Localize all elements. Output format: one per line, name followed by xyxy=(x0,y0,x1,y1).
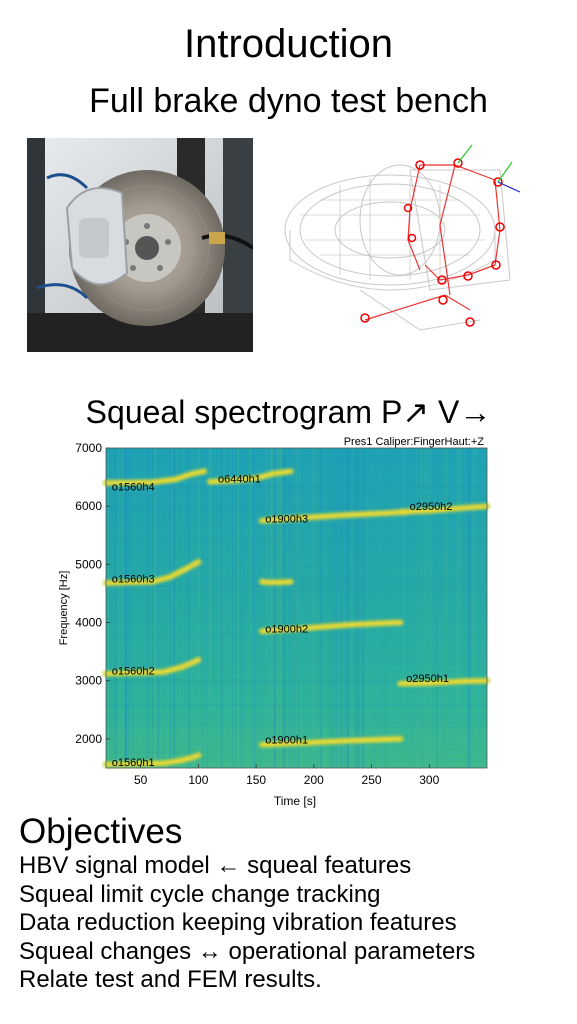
x-tick-label: 250 xyxy=(362,773,382,787)
harmonic-label: o1560h1 xyxy=(112,757,155,769)
spectrogram-track xyxy=(104,469,206,485)
y-tick-label: 2000 xyxy=(75,732,102,746)
spectrogram-track xyxy=(260,621,402,633)
objectives-heading: Objectives xyxy=(19,812,183,851)
harmonic-label: o1900h2 xyxy=(265,623,308,635)
spectrogram-track xyxy=(260,510,408,523)
spectrogram-track xyxy=(104,753,200,766)
objective-item: Squeal changes ↔ operational parameters xyxy=(19,937,476,965)
harmonic-label: o1560h4 xyxy=(112,481,155,493)
x-tick-label: 300 xyxy=(419,773,439,787)
brake-disc-photo-icon xyxy=(27,138,253,352)
harmonic-label: o1900h3 xyxy=(265,513,308,525)
y-axis-label: Frequency [Hz] xyxy=(58,571,70,646)
harmonic-label: o1900h1 xyxy=(265,735,308,747)
slide-title: Introduction xyxy=(183,22,394,66)
y-tick-label: 6000 xyxy=(75,499,102,513)
brake-disc-photo xyxy=(27,138,253,352)
x-tick-label: 200 xyxy=(304,773,324,787)
harmonic-label: o2950h2 xyxy=(410,501,453,513)
harmonic-label: o1560h2 xyxy=(112,665,155,677)
objective-item: Relate test and FEM results. xyxy=(19,966,322,993)
spectrogram-track xyxy=(208,469,293,484)
y-tick-label: 3000 xyxy=(75,674,102,688)
objectives-list: HBV signal model ← squeal features Squea… xyxy=(19,852,475,995)
slide-subtitle: Full brake dyno test bench xyxy=(89,82,488,120)
spectrogram-track xyxy=(260,580,293,584)
x-axis-label: Time [s] xyxy=(274,794,316,808)
objective-item: Squeal limit cycle change tracking xyxy=(19,880,381,908)
spectrogram-chart: 50 100 150 200 250 300 2000 3000 4000 5000 6000 700… xyxy=(45,435,545,810)
spectrogram-heading: Squeal spectrogram P↗ V→ xyxy=(85,394,492,430)
harmonic-label: o1560h3 xyxy=(112,573,155,585)
x-tick-label: 50 xyxy=(134,773,148,787)
y-tick-label: 4000 xyxy=(75,616,102,630)
y-tick-label: 5000 xyxy=(75,557,102,571)
spectrogram-plot-area xyxy=(106,448,487,768)
x-tick-label: 150 xyxy=(246,773,266,787)
harmonic-label: o2950h1 xyxy=(406,673,449,685)
x-tick-label: 100 xyxy=(188,773,208,787)
fem-brake-model xyxy=(280,130,530,360)
y-tick-label: 7000 xyxy=(75,441,102,455)
spectrogram-track xyxy=(398,679,489,686)
fem-brake-model-icon xyxy=(284,144,521,331)
chart-title: Pres1 Caliper:FingerHaut:+Z xyxy=(344,436,485,448)
objective-item: Data reduction keeping vibration feature… xyxy=(19,909,457,936)
spectrogram-track xyxy=(104,658,200,676)
spectrogram-track xyxy=(260,737,402,747)
spectrogram-track xyxy=(398,504,489,514)
spectrogram-track xyxy=(104,560,200,585)
spectrogram-svg: 50 100 150 200 250 300 2000 3000 4000 5000 6000 700… xyxy=(58,436,491,808)
objective-item: HBV signal model ← squeal features xyxy=(19,852,412,879)
harmonic-label: o6440h1 xyxy=(218,473,261,485)
